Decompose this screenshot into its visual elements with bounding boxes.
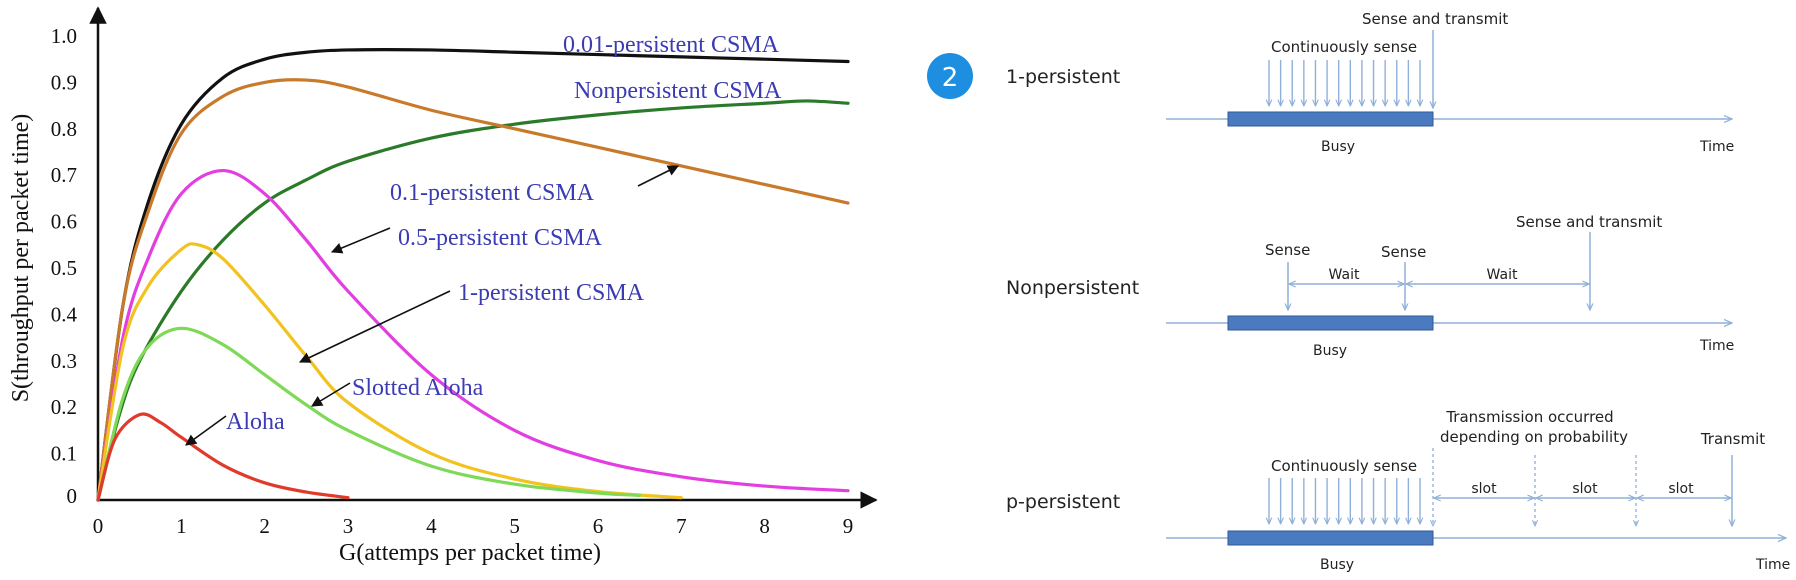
sense-label-1: Sense (1265, 241, 1310, 259)
step-badge: 2 (927, 53, 973, 99)
x-tick-labels: 0 1 2 3 4 5 6 7 8 9 (93, 514, 854, 538)
x-tick-label: 1 (176, 514, 187, 538)
label-01-persistent: 0.1-persistent CSMA (390, 180, 595, 206)
series-lines (96, 48, 850, 502)
badge-number: 2 (942, 63, 959, 93)
label-1-persistent: 1-persistent CSMA (458, 280, 645, 306)
series-line-aloha (96, 412, 350, 502)
y-tick-labels: 0 0.1 0.2 0.3 0.4 0.5 0.6 0.7 0.8 0.9 1.0 (51, 24, 78, 508)
row-title-p-persistent: p-persistent (1006, 491, 1120, 513)
x-tick-label: 4 (426, 514, 437, 538)
throughput-chart: 0 1 2 3 4 5 6 7 8 9 0 0.1 0.2 0.3 0.4 0.5 0.6 0.7 0.8 0.9 1… (8, 6, 878, 566)
series-line-nonpersistent-csma (96, 99, 850, 502)
wait-label-1: Wait (1329, 267, 1360, 283)
wait-label-2: Wait (1487, 267, 1518, 283)
probability-note-line2: depending on probability (1440, 428, 1628, 446)
label-aloha: Aloha (226, 409, 285, 435)
row-p-persistent: p-persistent Continuously sense Transmis… (1006, 408, 1790, 573)
busy-label: Busy (1320, 557, 1354, 573)
y-tick-label: 0.8 (51, 117, 77, 141)
x-tick-label: 9 (843, 514, 854, 538)
series-line-0-01-persistent-csma (96, 48, 850, 502)
y-tick-label: 0.4 (51, 302, 78, 326)
time-label: Time (1699, 139, 1734, 155)
x-tick-label: 3 (343, 514, 354, 538)
x-tick-label: 6 (593, 514, 604, 538)
y-tick-label: 0.7 (51, 163, 77, 187)
label-nonpersistent: Nonpersistent CSMA (574, 78, 782, 104)
axes (89, 6, 878, 509)
time-label: Time (1755, 557, 1790, 573)
series-line-1-persistent-csma (96, 242, 683, 502)
transmit-label: Transmit (1700, 430, 1765, 448)
pointer-slotted-aloha (311, 382, 351, 407)
series-line-slotted-aloha (96, 326, 642, 502)
row-title-nonpersistent: Nonpersistent (1006, 277, 1139, 299)
sense-transmit-label: Sense and transmit (1362, 10, 1508, 28)
y-tick-label: 1.0 (51, 24, 77, 48)
sense-arrows (1269, 478, 1420, 524)
label-05-persistent: 0.5-persistent CSMA (398, 225, 603, 251)
series-line-0-1-persistent-csma (96, 78, 850, 502)
probability-note-line1: Transmission occurred (1445, 408, 1613, 426)
x-tick-label: 7 (676, 514, 687, 538)
y-tick-label: 0.6 (51, 210, 77, 234)
x-tick-label: 8 (759, 514, 770, 538)
annotation-arrows (185, 165, 680, 446)
y-tick-label: 0.3 (51, 349, 77, 373)
busy-bar (1227, 111, 1434, 127)
busy-label: Busy (1313, 343, 1347, 359)
label-001-persistent: 0.01-persistent CSMA (563, 32, 780, 58)
slot-label-1: slot (1471, 481, 1497, 497)
y-tick-label: 0.1 (51, 442, 77, 466)
busy-label: Busy (1321, 139, 1355, 155)
row-title-1-persistent: 1-persistent (1006, 66, 1120, 88)
row-1-persistent: 1-persistent Sense and transmit Continuo… (1006, 10, 1734, 155)
continuously-sense-label: Continuously sense (1271, 457, 1417, 475)
x-tick-label: 5 (509, 514, 520, 538)
x-tick-label: 2 (259, 514, 270, 538)
y-tick-label: 0 (67, 484, 78, 508)
row-nonpersistent: Nonpersistent Sense and transmit Sense S… (1006, 213, 1734, 359)
sense-label-2: Sense (1381, 243, 1426, 261)
slot-label-2: slot (1572, 481, 1598, 497)
pointer-1-persistent (298, 290, 451, 363)
x-tick-label: 0 (93, 514, 104, 538)
sense-arrows (1269, 60, 1420, 106)
y-tick-label: 0.2 (51, 395, 77, 419)
slot-label-3: slot (1668, 481, 1694, 497)
pointer-01-persistent (637, 165, 680, 187)
busy-bar (1227, 315, 1434, 331)
pointer-05-persistent (330, 227, 391, 254)
series-labels: 0.01-persistent CSMA Nonpersistent CSMA … (226, 32, 782, 435)
time-label: Time (1699, 338, 1734, 354)
pointer-aloha (185, 415, 227, 446)
y-tick-label: 0.9 (51, 70, 77, 94)
x-axis-label: G(attemps per packet time) (339, 540, 601, 566)
csma-timing-diagram: 2 1-persistent Sense and transmit Contin… (927, 10, 1790, 573)
sense-transmit-label: Sense and transmit (1516, 213, 1662, 231)
busy-bar (1227, 530, 1434, 546)
label-slotted-aloha: Slotted Aloha (352, 375, 484, 401)
badge-circle (927, 53, 973, 99)
y-tick-label: 0.5 (51, 256, 77, 280)
series-line-0-5-persistent-csma (96, 168, 850, 502)
continuously-sense-label: Continuously sense (1271, 38, 1417, 56)
y-axis-label: S(throughput per packet time) (8, 114, 34, 403)
